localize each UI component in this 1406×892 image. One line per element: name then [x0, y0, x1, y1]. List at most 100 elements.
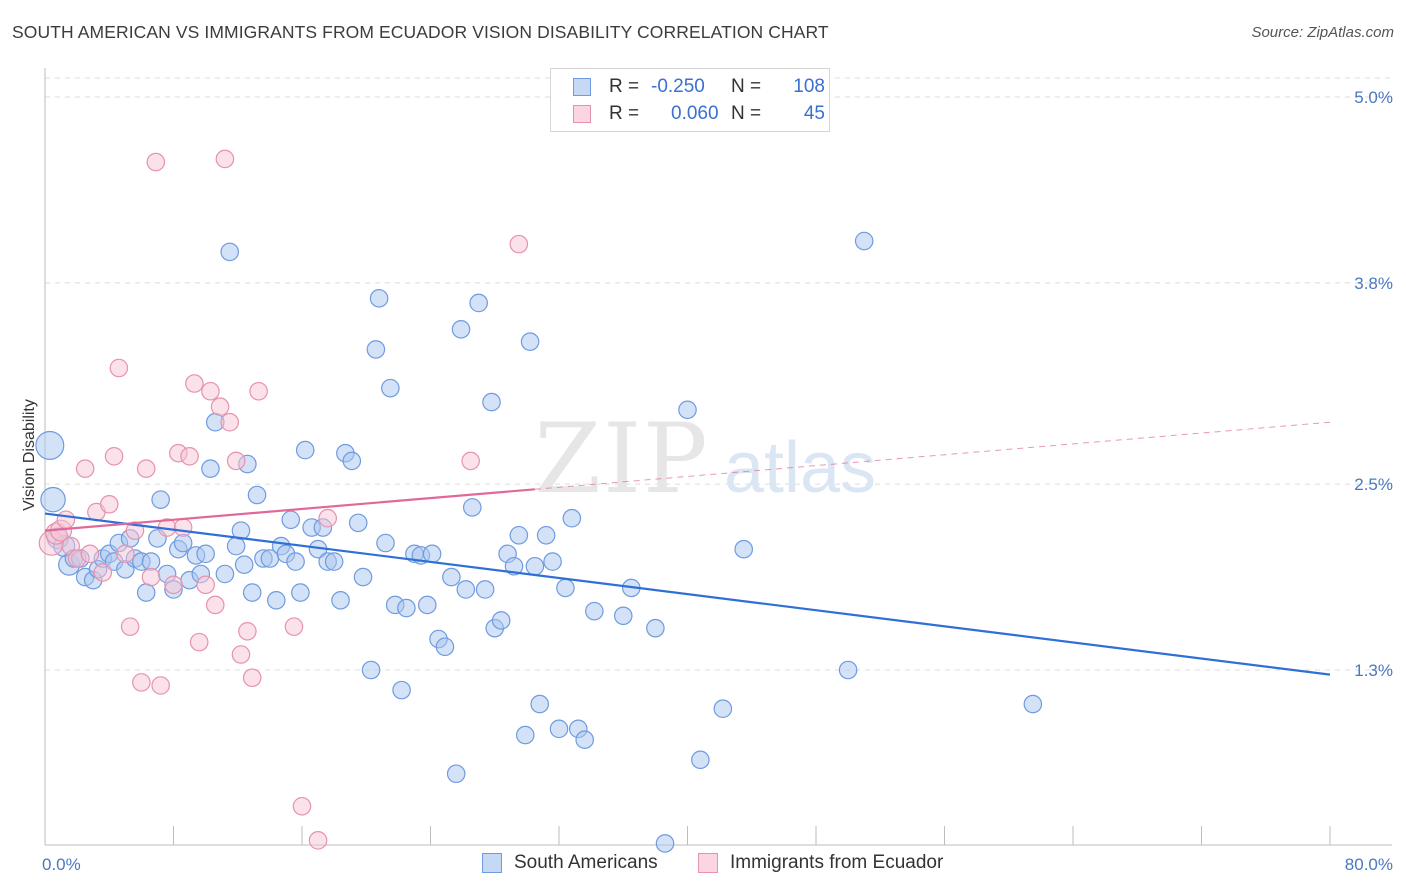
- point-south-american-1: [40, 486, 66, 513]
- point-south-american-92: [549, 719, 569, 739]
- point-south-american-86: [515, 725, 535, 745]
- point-south-american-84: [504, 556, 524, 576]
- tick-labels: 1.3% 2.5% 3.8% 5.0% 0.0% 80.0%: [42, 88, 1393, 874]
- point-ecuador-9: [93, 563, 113, 582]
- point-south-american-33: [220, 242, 240, 262]
- point-south-american-60: [366, 340, 386, 359]
- point-south-american-98: [613, 606, 633, 626]
- point-ecuador-13: [116, 544, 135, 564]
- point-south-american-93: [556, 578, 575, 598]
- point-south-american-48: [295, 440, 315, 460]
- point-ecuador-20: [151, 676, 170, 695]
- point-ecuador-25: [180, 446, 199, 466]
- point-ecuador-42: [318, 508, 337, 528]
- point-south-american-42: [267, 591, 286, 610]
- r-value: -0.250: [651, 76, 705, 97]
- point-south-american-76: [456, 580, 476, 599]
- point-south-american-75: [451, 320, 471, 339]
- point-south-american-72: [435, 637, 455, 657]
- point-ecuador-31: [210, 397, 230, 417]
- point-south-american-30: [201, 459, 220, 478]
- point-ecuador-41: [292, 796, 312, 816]
- point-south-american-0: [35, 430, 65, 460]
- n-value: 45: [803, 103, 825, 124]
- point-ecuador-37: [242, 668, 262, 688]
- stats-legend: R = -0.250 N = 108 R = 0.060 N = 45: [550, 68, 830, 132]
- point-ecuador-7: [80, 544, 100, 564]
- point-ecuador-18: [141, 567, 161, 587]
- point-ecuador-14: [120, 617, 140, 636]
- point-ecuador-30: [205, 595, 225, 615]
- point-ecuador-16: [132, 673, 151, 692]
- point-south-american-73: [442, 567, 461, 587]
- point-ecuador-26: [185, 374, 204, 393]
- point-south-american-106: [838, 660, 858, 680]
- trend-line-ecuador-solid: [44, 488, 535, 532]
- point-south-american-79: [475, 580, 495, 599]
- point-south-american-70: [422, 544, 442, 564]
- point-south-american-18: [136, 583, 156, 602]
- point-south-american-89: [530, 694, 550, 714]
- y-tick-label-1: 2.5%: [1354, 475, 1393, 494]
- trend-line-ecuador-dashed: [534, 421, 1331, 490]
- point-ecuador-28: [196, 575, 215, 595]
- point-south-american-46: [286, 552, 305, 571]
- point-ecuador-17: [136, 459, 156, 478]
- point-ecuador-34: [226, 451, 246, 471]
- point-south-american-100: [646, 618, 665, 638]
- n-label: N =: [731, 103, 762, 124]
- point-south-american-94: [562, 508, 582, 528]
- point-south-american-57: [348, 513, 368, 533]
- point-south-american-53: [324, 552, 344, 571]
- point-ecuador-44: [509, 234, 529, 254]
- point-ecuador-38: [249, 381, 268, 401]
- point-south-american-80: [482, 392, 501, 412]
- point-south-american-104: [713, 699, 733, 719]
- watermark-zip: ZIP: [534, 403, 709, 515]
- point-ecuador-36: [238, 621, 257, 641]
- point-ecuador-43: [461, 451, 480, 471]
- point-ecuador-40: [308, 831, 328, 850]
- point-ecuador-22: [164, 575, 183, 595]
- point-south-american-97: [585, 601, 604, 621]
- point-south-american-47: [291, 583, 310, 602]
- point-south-american-101: [678, 400, 697, 420]
- point-south-american-54: [331, 591, 350, 610]
- y-tick-label-2: 3.8%: [1354, 274, 1393, 293]
- point-south-american-21: [151, 490, 170, 509]
- point-south-american-38: [242, 583, 262, 602]
- point-south-american-77: [462, 498, 482, 517]
- point-south-american-56: [342, 451, 362, 471]
- point-south-american-96: [575, 730, 594, 749]
- points-immigrants-ecuador: [38, 149, 529, 850]
- point-south-american-35: [231, 521, 251, 540]
- trend-lines: [44, 421, 1331, 676]
- point-ecuador-24: [173, 518, 193, 537]
- point-south-american-103: [691, 750, 710, 770]
- x-tick-label-left: 0.0%: [42, 855, 81, 874]
- x-tick-label-right: 80.0%: [1345, 855, 1393, 874]
- point-south-american-66: [397, 598, 416, 618]
- point-south-american-58: [353, 567, 373, 587]
- legend-swatch-blue: [482, 853, 502, 873]
- y-axis-title: Vision Disability: [21, 399, 38, 511]
- point-ecuador-3: [56, 510, 76, 530]
- watermark-atlas: atlas: [724, 428, 876, 508]
- point-south-american-74: [446, 764, 466, 784]
- point-ecuador-35: [231, 645, 251, 664]
- point-south-american-107: [854, 231, 874, 251]
- point-ecuador-10: [99, 494, 119, 514]
- source-label: Source: ZipAtlas.com: [1251, 24, 1394, 41]
- point-ecuador-29: [201, 381, 220, 401]
- legend-swatch-pink: [698, 853, 718, 873]
- point-south-american-39: [247, 485, 267, 505]
- point-south-american-59: [361, 660, 381, 680]
- point-ecuador-39: [284, 617, 304, 636]
- point-south-american-62: [376, 533, 395, 553]
- point-ecuador-32: [215, 149, 235, 169]
- point-south-american-87: [520, 332, 540, 351]
- point-ecuador-6: [75, 459, 95, 478]
- trend-line-south-americans: [44, 512, 1331, 676]
- point-ecuador-12: [109, 358, 129, 378]
- r-label: R =: [609, 103, 640, 124]
